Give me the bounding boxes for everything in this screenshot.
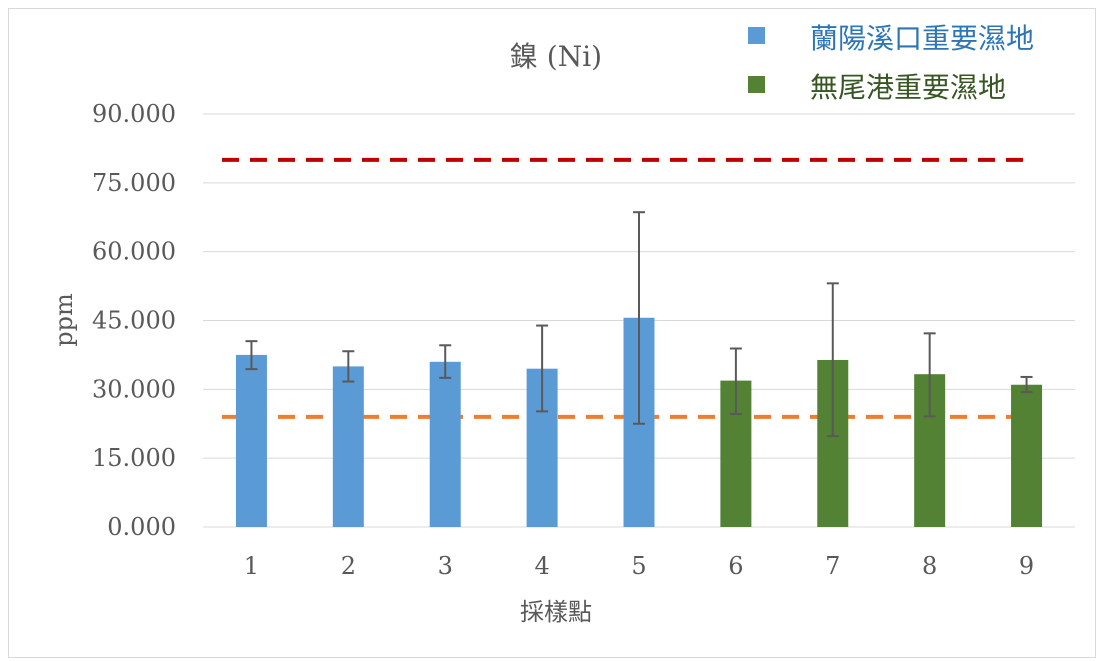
legend-swatch-series-1 xyxy=(748,27,765,44)
error-bar xyxy=(536,324,549,413)
y-tick-label: 75.000 xyxy=(92,169,176,197)
y-axis-label: ppm xyxy=(50,293,78,347)
legend: 蘭陽溪口重要濕地 無尾港重要濕地 xyxy=(748,22,1034,104)
bar-series-2 xyxy=(1011,384,1043,527)
x-tick-label: 2 xyxy=(341,552,356,580)
bar-series-1 xyxy=(332,366,364,527)
x-tick-label: 7 xyxy=(825,552,840,580)
legend-item-series-1: 蘭陽溪口重要濕地 xyxy=(748,22,1034,55)
legend-label-series-1: 蘭陽溪口重要濕地 xyxy=(810,22,1034,55)
legend-label-series-2: 無尾港重要濕地 xyxy=(810,71,1006,104)
error-bar xyxy=(439,344,452,379)
error-bar xyxy=(342,350,355,383)
reference-lines xyxy=(222,157,1024,419)
bars xyxy=(235,317,1043,527)
x-tick-label: 1 xyxy=(244,552,259,580)
error-bar xyxy=(633,211,645,425)
error-bars xyxy=(245,211,1033,438)
y-tick-labels: 0.000 15.000 30.000 45.000 60.000 75.000 90.00… xyxy=(92,100,176,541)
error-bar xyxy=(1020,375,1033,394)
y-tick-label: 60.000 xyxy=(92,238,176,266)
y-tick-label: 30.000 xyxy=(92,375,176,403)
legend-item-series-2: 無尾港重要濕地 xyxy=(748,71,1006,104)
x-tick-label: 4 xyxy=(534,552,549,580)
chart-title: 鎳 (Ni) xyxy=(510,40,602,73)
y-tick-label: 15.000 xyxy=(92,444,176,472)
x-tick-label: 8 xyxy=(922,552,937,580)
error-bar xyxy=(826,282,839,438)
bar-series-1 xyxy=(235,354,267,527)
legend-swatch-series-2 xyxy=(748,76,765,93)
y-tick-label: 90.000 xyxy=(92,100,176,128)
y-tick-label: 45.000 xyxy=(92,307,176,335)
x-tick-label: 9 xyxy=(1019,552,1034,580)
error-bar xyxy=(729,347,742,416)
chart-frame xyxy=(8,8,1096,658)
x-axis-label: 採樣點 xyxy=(520,598,592,626)
x-tick-label: 3 xyxy=(438,552,453,580)
x-tick-label: 6 xyxy=(728,552,743,580)
bar-series-1 xyxy=(429,361,461,527)
x-tick-label: 5 xyxy=(631,552,646,580)
error-bar xyxy=(923,332,936,418)
y-tick-label: 0.000 xyxy=(107,513,176,541)
x-tick-labels: 1 2 3 4 5 6 7 8 9 xyxy=(244,552,1034,580)
error-bar xyxy=(245,340,258,371)
